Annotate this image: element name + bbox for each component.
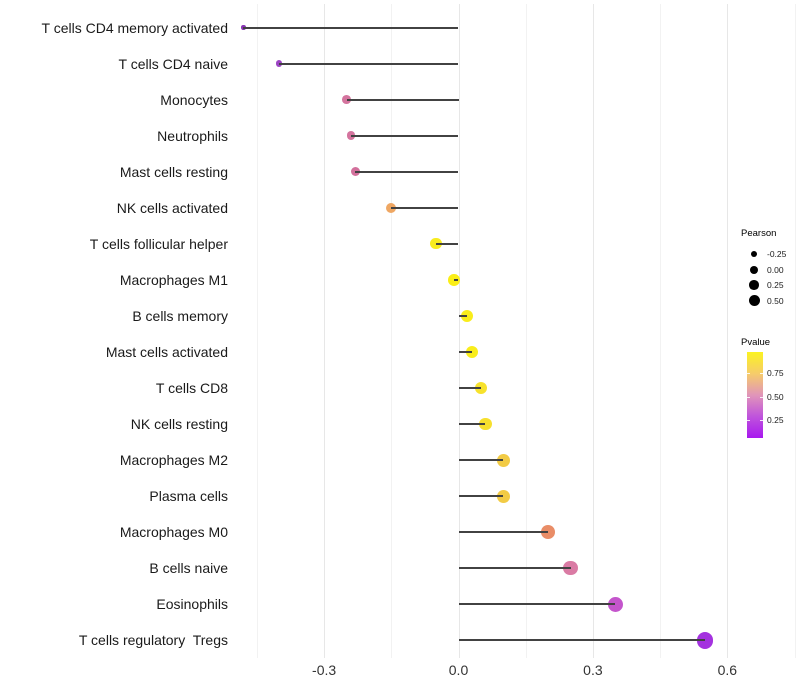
- lollipop-stem: [458, 603, 616, 606]
- minor-gridline: [525, 4, 527, 658]
- lollipop-stem: [436, 242, 459, 245]
- category-label: T cells CD8: [155, 380, 228, 396]
- legend-pvalue-tick-label: 0.50: [767, 391, 784, 402]
- lollipop-stem: [458, 495, 504, 498]
- x-tick-label: 0.0: [448, 662, 469, 678]
- lollipop-dot: [386, 202, 397, 213]
- legend-size-dot: [750, 250, 758, 258]
- category-label: NK cells resting: [130, 416, 228, 433]
- legend-pvalue-title: Pvalue: [741, 337, 771, 348]
- category-label: B cells naive: [149, 560, 228, 577]
- lollipop-dot: [346, 131, 356, 141]
- minor-gridline: [794, 4, 796, 658]
- major-gridline: [458, 4, 460, 658]
- lollipop-dot: [479, 417, 492, 431]
- pvalue-gradient-bar: [747, 352, 763, 438]
- category-label: Mast cells resting: [119, 163, 228, 180]
- legend-size-dot: [748, 295, 760, 306]
- lollipop-stem: [391, 206, 459, 209]
- x-tick-label: 0.3: [583, 662, 603, 678]
- legend-size-label: 0.00: [767, 264, 784, 275]
- lollipop-dot: [696, 631, 714, 649]
- legend-size-dot: [749, 280, 759, 290]
- lollipop-dot: [342, 95, 351, 104]
- category-label: T cells regulatory Tregs: [78, 632, 228, 649]
- lollipop-dot: [276, 60, 283, 67]
- minor-gridline: [256, 4, 258, 658]
- pvalue-bar-tick: [760, 420, 763, 421]
- lollipop-stem: [458, 639, 705, 642]
- major-gridline: [727, 4, 729, 658]
- lollipop-stem: [458, 350, 472, 353]
- pvalue-bar-tick: [747, 420, 750, 421]
- category-label: T cells CD4 naive: [118, 55, 228, 72]
- category-label: Monocytes: [160, 91, 228, 108]
- legend-size-dot: [750, 265, 758, 274]
- lollipop-dot: [496, 453, 510, 467]
- legend-pvalue-tick-label: 0.25: [767, 415, 784, 425]
- x-tick-label: -0.3: [312, 662, 337, 678]
- lollipop-dot: [465, 345, 479, 359]
- lollipop-dot: [448, 273, 460, 286]
- category-label: Macrophages M0: [119, 524, 228, 541]
- legend-size-label: 0.25: [767, 280, 784, 290]
- lollipop-stem: [458, 423, 486, 426]
- category-label: Eosinophils: [156, 596, 228, 613]
- pvalue-bar-tick: [760, 396, 763, 398]
- lollipop-stem: [454, 278, 459, 281]
- lollipop-dot: [350, 167, 360, 177]
- lollipop-stem: [458, 531, 549, 534]
- lollipop-stem: [355, 170, 459, 173]
- major-gridline: [592, 4, 594, 658]
- category-label: NK cells activated: [116, 199, 228, 216]
- pvalue-bar-tick: [747, 396, 750, 398]
- lollipop-stem: [458, 459, 504, 462]
- legend-pearson-title: Pearson: [741, 228, 777, 239]
- lollipop-stem: [458, 387, 481, 389]
- category-label: Macrophages M1: [119, 271, 228, 288]
- category-label: Plasma cells: [149, 488, 228, 505]
- pvalue-bar-tick: [760, 373, 763, 374]
- lollipop-stem: [458, 314, 468, 317]
- category-label: Macrophages M2: [119, 452, 228, 469]
- x-tick-label: 0.6: [717, 662, 738, 678]
- lollipop-stem: [346, 98, 459, 101]
- category-label: B cells memory: [132, 307, 228, 324]
- category-label: Mast cells activated: [105, 343, 228, 360]
- category-label: T cells follicular helper: [89, 235, 228, 252]
- legend-size-label: 0.50: [767, 295, 784, 306]
- major-gridline: [324, 4, 326, 658]
- category-label: Neutrophils: [157, 127, 228, 144]
- minor-gridline: [660, 4, 662, 658]
- legend-size-label: -0.25: [767, 249, 787, 259]
- lollipop-stem: [350, 134, 459, 137]
- lollipop-dot: [496, 489, 510, 503]
- lollipop-stem: [279, 62, 459, 65]
- lollipop-stem: [243, 26, 459, 29]
- minor-gridline: [391, 4, 393, 658]
- legend-pvalue-tick-label: 0.75: [767, 368, 784, 378]
- lollipop-stem: [458, 567, 571, 570]
- category-label: T cells CD4 memory activated: [41, 19, 228, 36]
- pvalue-bar-tick: [747, 373, 750, 374]
